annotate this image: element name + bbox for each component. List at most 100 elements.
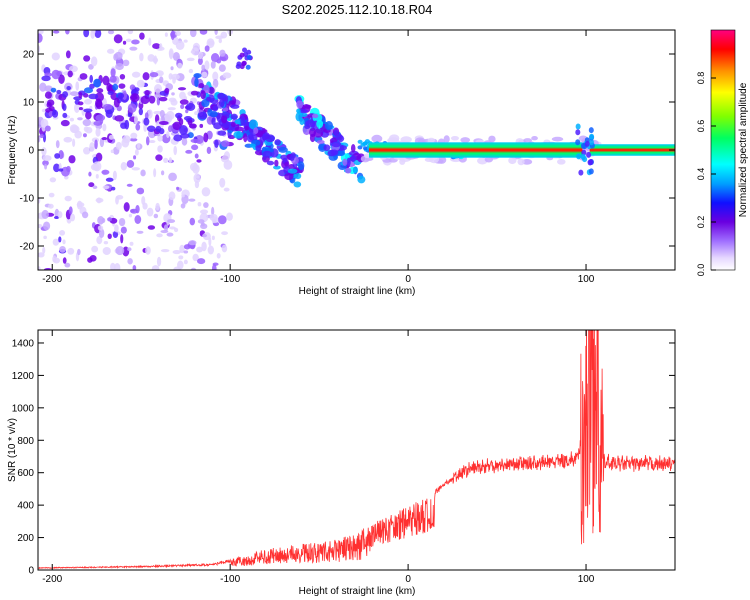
spectrogram-blob: [115, 141, 122, 150]
spectrogram-blob: [191, 144, 199, 151]
spectrogram-blob: [201, 241, 207, 252]
spectrogram-blob: [576, 153, 582, 160]
spectrogram-blob: [69, 91, 79, 97]
spectrogram-blob: [110, 149, 115, 154]
spectrogram-blob: [331, 141, 342, 148]
spectrogram-blob: [135, 205, 140, 214]
spectrogram-blob: [241, 60, 247, 66]
spectrogram-blob: [293, 181, 302, 188]
spectrogram-blob: [284, 161, 289, 167]
spectrogram-blob: [146, 207, 154, 217]
spectrogram-blob: [107, 217, 113, 222]
spectrogram-blob: [296, 108, 301, 114]
spectrogram-blob: [172, 51, 180, 61]
spectrogram-blob: [43, 267, 53, 270]
spectrogram-blob: [584, 140, 590, 147]
spectrogram-blob: [108, 134, 114, 140]
spectrogram-blob: [188, 198, 196, 202]
spectrogram-blob: [62, 91, 69, 98]
spectrogram-blob: [62, 112, 68, 118]
spectrogram-blob: [114, 224, 119, 233]
spectrogram-blob: [335, 133, 343, 141]
spectrogram-blob: [147, 54, 155, 62]
spectrogram-blob: [92, 185, 98, 190]
spectrogram-blob: [118, 83, 126, 89]
spectrogram-blob: [131, 39, 140, 45]
spectrogram-blob: [120, 226, 127, 234]
spectrogram-blob: [141, 195, 146, 206]
spectrogram-blob: [201, 99, 210, 108]
spectrogram-blob: [115, 62, 124, 71]
spectrogram-blob: [93, 120, 103, 126]
spectrogram-blob: [188, 123, 197, 129]
spectrogram-blob: [180, 104, 185, 110]
spectrogram-blob: [81, 211, 89, 219]
spectrogram-blob: [578, 169, 584, 176]
spectrogram-blob: [131, 71, 141, 78]
spectrogram-blob: [222, 72, 232, 79]
spectrogram-blob: [67, 70, 73, 78]
spectrogram-blob: [149, 72, 159, 78]
colorbar-gradient: [710, 29, 736, 271]
spectrogram-blob: [50, 87, 57, 93]
spectrogram-blob: [159, 43, 163, 51]
spectrogram-blob: [201, 71, 208, 78]
spectrogram-blob: [352, 166, 359, 174]
spectrogram-blob: [170, 30, 175, 41]
spectrogram-blob: [199, 123, 204, 128]
spectrogram-blob: [101, 137, 108, 141]
spectrogram-blob: [42, 132, 47, 143]
spectrogram-blob: [122, 40, 127, 45]
spectrogram-blob: [90, 56, 98, 67]
spectrogram-blob: [262, 150, 273, 158]
spectrogram-blob: [195, 175, 200, 179]
spectrogram-blob: [531, 135, 538, 141]
spectrogram-blob: [180, 203, 186, 209]
spectrogram-blob: [134, 215, 142, 224]
spectrogram-blob: [181, 194, 185, 198]
spectrogram-blob: [105, 109, 113, 118]
spectrogram-blob: [200, 223, 208, 230]
spectrogram-blob: [246, 49, 252, 55]
spectrogram-blob: [138, 108, 144, 116]
spectrogram-blob: [197, 201, 202, 207]
spectrogram-blob: [362, 141, 368, 146]
colorbar-tick-label: 0.6: [696, 120, 706, 133]
snr-y-tick-label: 1200: [12, 371, 35, 382]
spectrogram-blob: [38, 44, 41, 54]
spectrogram-blob: [126, 160, 135, 168]
spectrogram-blob: [114, 51, 123, 60]
spectrogram-blob: [357, 175, 366, 184]
spectrogram-blob: [163, 224, 169, 232]
spectrogram-blob: [588, 127, 594, 134]
spectrogram-blob: [151, 265, 160, 270]
spectrogram-blob: [159, 76, 164, 84]
spectrogram-blob: [371, 134, 383, 143]
spectrogram-blob: [44, 85, 53, 93]
spectrogram-blob: [183, 116, 193, 121]
spectrogram-blob: [52, 30, 60, 34]
spectrogram-blob: [130, 209, 135, 213]
spectrogram-blob: [242, 47, 248, 53]
spectrogram-blob: [189, 217, 196, 226]
snr-y-tick-label: 200: [17, 533, 34, 544]
spectrogram-blob: [44, 91, 52, 99]
spectrogram-blob: [198, 82, 205, 89]
spectrogram-blob: [194, 111, 199, 116]
spectrogram-blob: [83, 133, 87, 138]
spectrogram-blob: [154, 83, 162, 94]
spectrogram-blob: [73, 103, 80, 114]
spectrogram-blob: [211, 235, 215, 241]
spectrogram-blob: [181, 137, 188, 146]
spectrogram-blob: [246, 134, 255, 143]
spectrogram-blob: [68, 155, 76, 164]
spectrogram-y-tick-label: -20: [20, 242, 35, 253]
spectrogram-blob: [82, 119, 92, 127]
spectrogram-blob: [42, 160, 49, 166]
spectrogram-blob: [177, 62, 183, 69]
spectrogram-blob: [557, 158, 566, 165]
spectrogram-blob: [140, 81, 145, 88]
spectrogram-blob: [49, 177, 57, 183]
spectrogram-blob: [450, 135, 459, 141]
spectrogram-blob: [42, 221, 51, 231]
